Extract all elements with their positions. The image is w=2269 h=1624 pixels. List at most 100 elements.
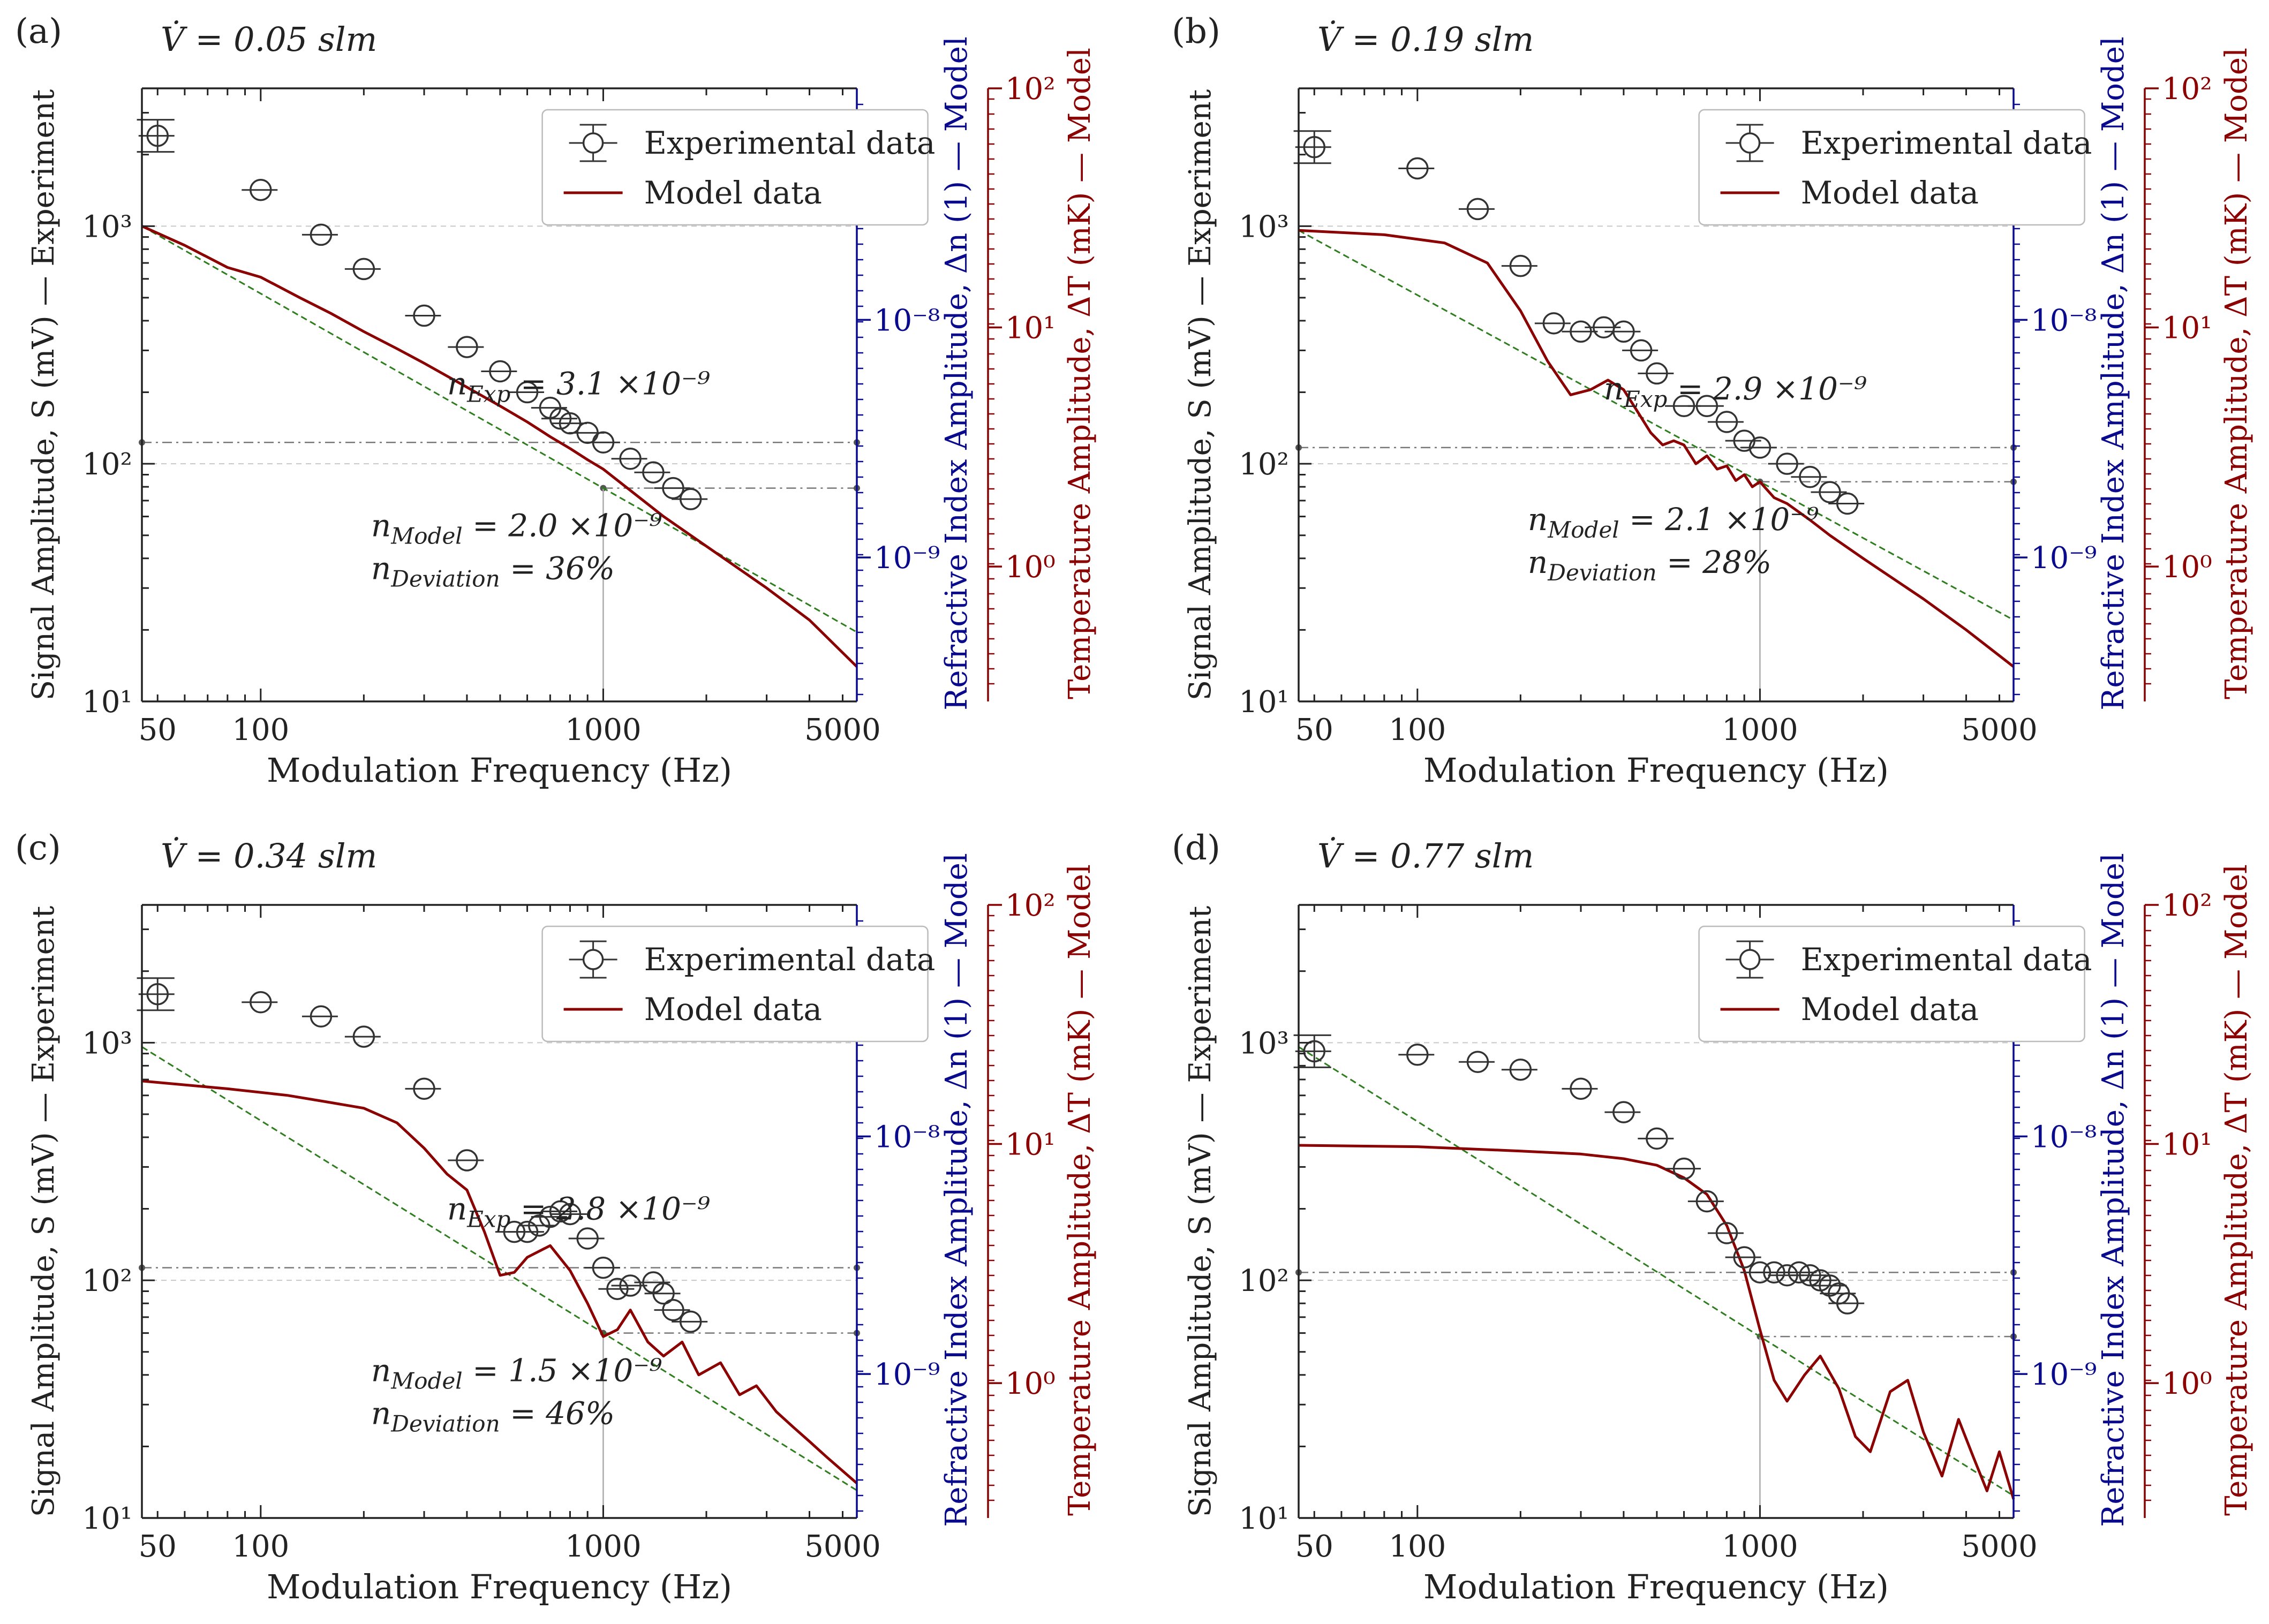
refractive-tick-label: 10⁻⁸	[874, 303, 940, 338]
x-tick-label: 1000	[1722, 1529, 1798, 1564]
data-point	[1646, 362, 1668, 385]
x-tick-label: 50	[139, 1529, 177, 1564]
y-axis-left-label: Signal Amplitude, S (mV) — Experiment	[26, 905, 61, 1517]
data-point	[1788, 1261, 1811, 1284]
n-model-annotation: nModel = 2.0 ×10⁻⁹	[371, 508, 662, 549]
refractive-tick-label: 10⁻⁸	[874, 1120, 940, 1154]
data-point	[1819, 481, 1841, 503]
y-tick-label: 10²	[1239, 1264, 1289, 1298]
temperature-tick-label: 10¹	[2162, 311, 2212, 346]
data-point	[619, 448, 642, 470]
temperature-tick-label: 10⁰	[2162, 1366, 2212, 1401]
data-point	[1748, 436, 1772, 459]
data-point	[642, 461, 665, 484]
data-point	[352, 258, 375, 281]
temperature-tick-label: 10⁰	[2162, 550, 2212, 585]
data-point	[1733, 429, 1755, 452]
data-point	[310, 1005, 333, 1028]
data-point	[1612, 1101, 1635, 1123]
data-point	[592, 1256, 615, 1279]
temperature-tick-label: 10²	[1005, 72, 1056, 107]
panel-label: (b)	[1172, 12, 1220, 51]
data-point	[516, 1220, 539, 1243]
panel-label: (c)	[15, 828, 61, 868]
x-tick-label: 1000	[1722, 713, 1798, 747]
data-point	[1799, 466, 1821, 488]
n-model-annotation: nModel = 1.5 ×10⁻⁹	[371, 1353, 662, 1394]
legend-model: Model data	[644, 991, 822, 1028]
n-deviation-annotation: nDeviation = 36%	[371, 550, 615, 592]
data-point	[1612, 320, 1635, 343]
legend-experimental: Experimental data	[1801, 125, 2092, 161]
data-point	[146, 124, 169, 147]
slope-reference-line	[1298, 1046, 2014, 1497]
flow-rate-label: V̇ = 0.34 slm	[161, 836, 377, 875]
data-point	[1570, 1077, 1592, 1100]
y-axis-left-label: Signal Amplitude, S (mV) — Experiment	[1183, 89, 1218, 700]
y-tick-label: 10³	[1239, 209, 1289, 244]
refractive-tick-label: 10⁻⁹	[874, 541, 940, 576]
y-axis-temperature-label: Temperature Amplitude, ΔT (mK) — Model	[2219, 864, 2254, 1516]
n-model-value: 2.0 ×10⁻⁹	[508, 508, 662, 544]
n-deviation-value: 36%	[546, 550, 615, 587]
data-point	[413, 1077, 435, 1100]
legend-marker	[582, 949, 604, 970]
y-tick-label: 10²	[82, 1264, 132, 1298]
legend-experimental: Experimental data	[644, 941, 936, 978]
x-tick-label: 50	[139, 713, 177, 747]
model-curve	[1298, 229, 2015, 668]
n-deviation-annotation: nDeviation = 46%	[371, 1395, 615, 1437]
data-point	[1836, 1292, 1859, 1315]
refractive-tick-label: 10⁻⁹	[2031, 541, 2097, 576]
data-point	[1466, 1051, 1489, 1073]
data-point	[1570, 320, 1592, 343]
model-curve	[141, 225, 858, 668]
legend-box	[1698, 925, 2085, 1043]
data-point	[662, 477, 684, 500]
y-axis-temperature-label: Temperature Amplitude, ΔT (mK) — Model	[1062, 864, 1097, 1516]
data-point	[592, 431, 615, 454]
data-point	[1715, 1222, 1738, 1244]
legend-model: Model data	[644, 175, 822, 211]
data-point	[489, 360, 511, 383]
data-point	[413, 304, 435, 327]
n-deviation-value: 28%	[1702, 544, 1772, 580]
legend-marker	[582, 132, 604, 154]
data-point	[1406, 1044, 1429, 1066]
y-tick-label: 10¹	[1239, 1501, 1289, 1536]
n-exp-value: 2.8 ×10⁻⁹	[556, 1191, 710, 1227]
temperature-tick-label: 10²	[1005, 888, 1056, 923]
legend-box	[541, 925, 929, 1043]
y-tick-label: 10²	[1239, 447, 1289, 482]
y-axis-left-label: Signal Amplitude, S (mV) — Experiment	[26, 89, 61, 700]
n-exp-value: 3.1 ×10⁻⁹	[556, 365, 710, 402]
chart-panel-d: 50 100 1000 5000 10³ 10² 10¹ 10⁻⁸ 10⁻⁹ 10² 10¹ 10⁰ M…	[1172, 828, 2254, 1606]
data-point	[352, 1025, 375, 1048]
data-point	[1303, 1040, 1326, 1063]
temperature-tick-label: 10¹	[2162, 1128, 2212, 1162]
data-point	[1630, 339, 1653, 362]
data-point	[516, 381, 539, 404]
temperature-tick-label: 10⁰	[1005, 550, 1056, 585]
model-curve	[141, 1079, 858, 1484]
x-tick-label: 5000	[1961, 713, 2038, 747]
y-axis-refractive-label: Refractive Index Amplitude, Δn (1) — Mod…	[2096, 853, 2131, 1527]
chart-panel-b: 50 100 1000 5000 10³ 10² 10¹ 10⁻⁸ 10⁻⁹ 10² 10¹ 10⁰ M…	[1172, 12, 2254, 790]
temperature-tick-label: 10¹	[1005, 311, 1056, 346]
data-point	[662, 1298, 684, 1321]
panel-label: (d)	[1172, 828, 1220, 868]
data-point	[1303, 136, 1326, 158]
temperature-tick-label: 10⁰	[1005, 1366, 1056, 1401]
y-tick-label: 10¹	[82, 1501, 132, 1536]
data-point	[250, 178, 272, 201]
y-axis-left-label: Signal Amplitude, S (mV) — Experiment	[1183, 905, 1218, 1517]
x-tick-label: 5000	[1961, 1529, 2038, 1564]
data-point	[1509, 254, 1532, 277]
data-point	[679, 488, 702, 510]
legend-marker	[1739, 132, 1761, 154]
data-point	[1836, 492, 1859, 515]
y-tick-label: 10³	[82, 1026, 132, 1061]
x-tick-label: 1000	[565, 1529, 642, 1564]
x-tick-label: 100	[232, 713, 289, 747]
